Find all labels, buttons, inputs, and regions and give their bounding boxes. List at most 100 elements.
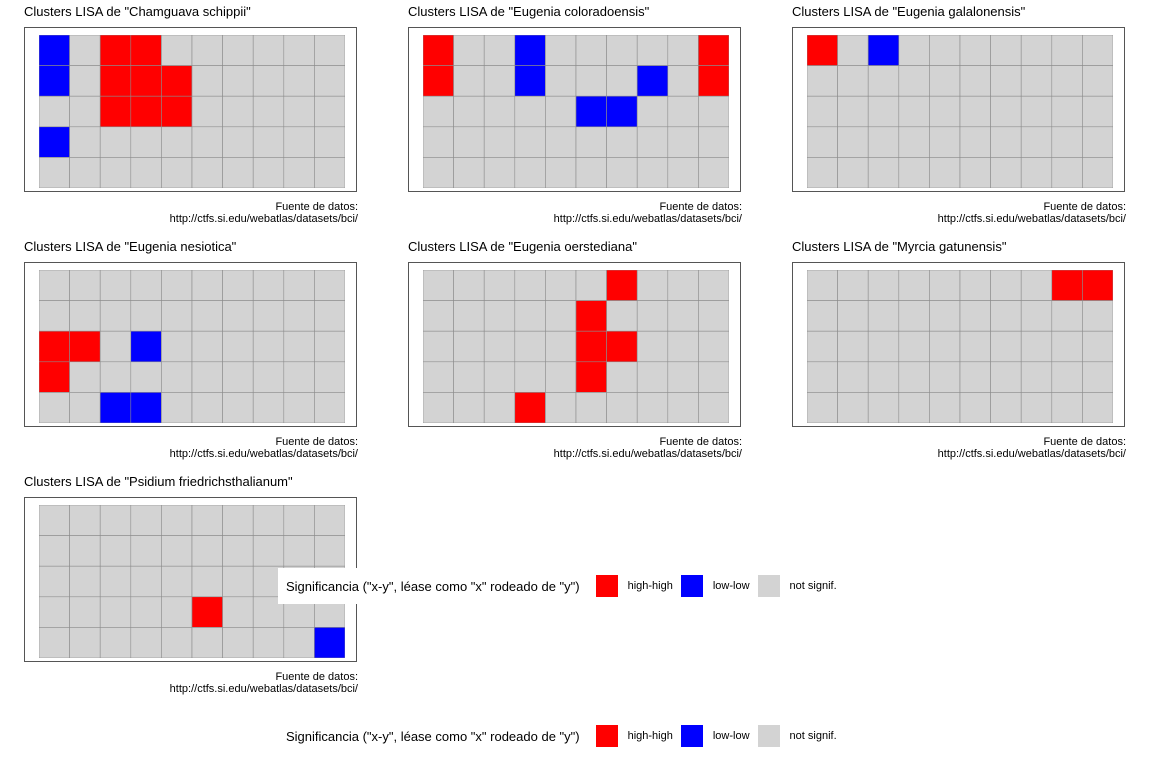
cluster-cell-not-signif <box>69 392 101 423</box>
cluster-cell-not-signif <box>453 361 485 393</box>
cluster-cell-not-signif <box>898 95 930 128</box>
cluster-cell-not-signif <box>990 35 1022 66</box>
cluster-cell-low-low <box>130 392 162 423</box>
cluster-cell-not-signif <box>222 596 254 628</box>
cluster-cell-not-signif <box>99 505 132 536</box>
cluster-cell-not-signif <box>959 35 991 66</box>
cluster-cell-not-signif <box>69 627 101 658</box>
cluster-cell-not-signif <box>39 596 70 628</box>
cluster-cell-high-high <box>606 270 638 301</box>
cluster-cell-not-signif <box>99 126 132 158</box>
cluster-cell-not-signif <box>130 535 162 567</box>
cluster-cell-not-signif <box>1082 392 1113 423</box>
cluster-cell-not-signif <box>314 505 345 536</box>
cluster-cell-not-signif <box>130 126 162 158</box>
cluster-cell-not-signif <box>161 35 193 66</box>
cluster-cell-not-signif <box>636 300 669 332</box>
cluster-cell-not-signif <box>606 35 638 66</box>
cluster-cell-not-signif <box>1051 361 1083 393</box>
cluster-cell-not-signif <box>898 157 930 188</box>
cluster-cell-not-signif <box>99 627 132 658</box>
cluster-cell-not-signif <box>807 392 838 423</box>
cluster-cell-low-low <box>39 126 70 158</box>
cluster-cell-not-signif <box>1051 95 1083 128</box>
cluster-cell-not-signif <box>514 126 546 158</box>
cluster-cell-high-high <box>698 35 729 66</box>
lisa-panel-chamguava-schippii: Clusters LISA de "Chamguava schippii" Fu… <box>24 0 364 225</box>
cluster-cell-low-low <box>130 330 162 363</box>
cluster-cell-high-high <box>39 330 70 363</box>
cluster-cell-not-signif <box>606 300 638 332</box>
panel-title: Clusters LISA de "Eugenia oerstediana" <box>408 239 637 254</box>
cluster-cell-not-signif <box>929 157 961 188</box>
cluster-cell-not-signif <box>514 270 546 301</box>
cluster-cell-not-signif <box>161 596 193 628</box>
cluster-cell-not-signif <box>483 95 516 128</box>
cluster-cell-not-signif <box>314 270 345 301</box>
cluster-cell-low-low <box>99 392 132 423</box>
cluster-cell-not-signif <box>990 270 1022 301</box>
cluster-cell-not-signif <box>867 361 900 393</box>
cluster-cell-not-signif <box>69 270 101 301</box>
cluster-cell-not-signif <box>1020 65 1053 97</box>
cluster-cell-not-signif <box>252 330 285 363</box>
cluster-cell-not-signif <box>990 330 1022 363</box>
cluster-cell-not-signif <box>252 65 285 97</box>
cluster-cell-not-signif <box>483 65 516 97</box>
cluster-cell-not-signif <box>161 505 193 536</box>
cluster-cell-not-signif <box>314 392 345 423</box>
cluster-cell-not-signif <box>130 627 162 658</box>
cluster-cell-not-signif <box>161 300 193 332</box>
cluster-cell-high-high <box>130 65 162 97</box>
cluster-cell-not-signif <box>69 300 101 332</box>
cluster-cell-not-signif <box>222 565 254 598</box>
cluster-cell-not-signif <box>69 35 101 66</box>
cluster-cell-not-signif <box>130 270 162 301</box>
cluster-cell-not-signif <box>453 35 485 66</box>
cluster-cell-not-signif <box>514 361 546 393</box>
legend-overlay: Significancia ("x-y", léase como "x" rod… <box>278 568 843 604</box>
cluster-cell-not-signif <box>283 126 315 158</box>
cluster-cell-not-signif <box>698 157 729 188</box>
cluster-cell-not-signif <box>453 330 485 363</box>
cluster-cell-not-signif <box>837 300 869 332</box>
cluster-cell-not-signif <box>252 505 285 536</box>
cluster-cell-not-signif <box>252 300 285 332</box>
cluster-cell-not-signif <box>929 361 961 393</box>
cluster-cell-not-signif <box>867 330 900 363</box>
data-source-caption: Fuente de datos: http://ctfs.si.edu/weba… <box>170 436 358 460</box>
map-frame <box>792 262 1125 427</box>
cluster-cell-not-signif <box>990 157 1022 188</box>
cluster-cell-not-signif <box>69 95 101 128</box>
cluster-cell-not-signif <box>99 300 132 332</box>
cluster-cell-not-signif <box>483 392 516 423</box>
cluster-cell-not-signif <box>807 95 838 128</box>
legend-label-not-signif: not signif. <box>789 730 837 742</box>
cluster-cell-not-signif <box>161 330 193 363</box>
cluster-cell-not-signif <box>69 596 101 628</box>
cluster-cell-not-signif <box>453 392 485 423</box>
cluster-cell-high-high <box>514 392 546 423</box>
lisa-cluster-map <box>807 270 1113 423</box>
cluster-cell-high-high <box>575 361 607 393</box>
cluster-cell-not-signif <box>314 65 345 97</box>
cluster-cell-not-signif <box>698 392 729 423</box>
cluster-cell-not-signif <box>636 126 669 158</box>
cluster-cell-not-signif <box>1082 95 1113 128</box>
cluster-cell-high-high <box>161 65 193 97</box>
data-source-caption: Fuente de datos: http://ctfs.si.edu/weba… <box>938 436 1126 460</box>
cluster-cell-not-signif <box>990 126 1022 158</box>
cluster-cell-not-signif <box>1082 361 1113 393</box>
cluster-cell-not-signif <box>483 35 516 66</box>
cluster-cell-not-signif <box>1020 392 1053 423</box>
cluster-cell-not-signif <box>667 392 699 423</box>
cluster-cell-not-signif <box>807 157 838 188</box>
cluster-cell-not-signif <box>423 330 454 363</box>
lisa-cluster-map <box>39 35 345 188</box>
cluster-cell-high-high <box>575 330 607 363</box>
cluster-cell-not-signif <box>636 330 669 363</box>
cluster-cell-not-signif <box>959 65 991 97</box>
cluster-cell-not-signif <box>69 535 101 567</box>
cluster-cell-not-signif <box>222 35 254 66</box>
cluster-cell-not-signif <box>837 65 869 97</box>
